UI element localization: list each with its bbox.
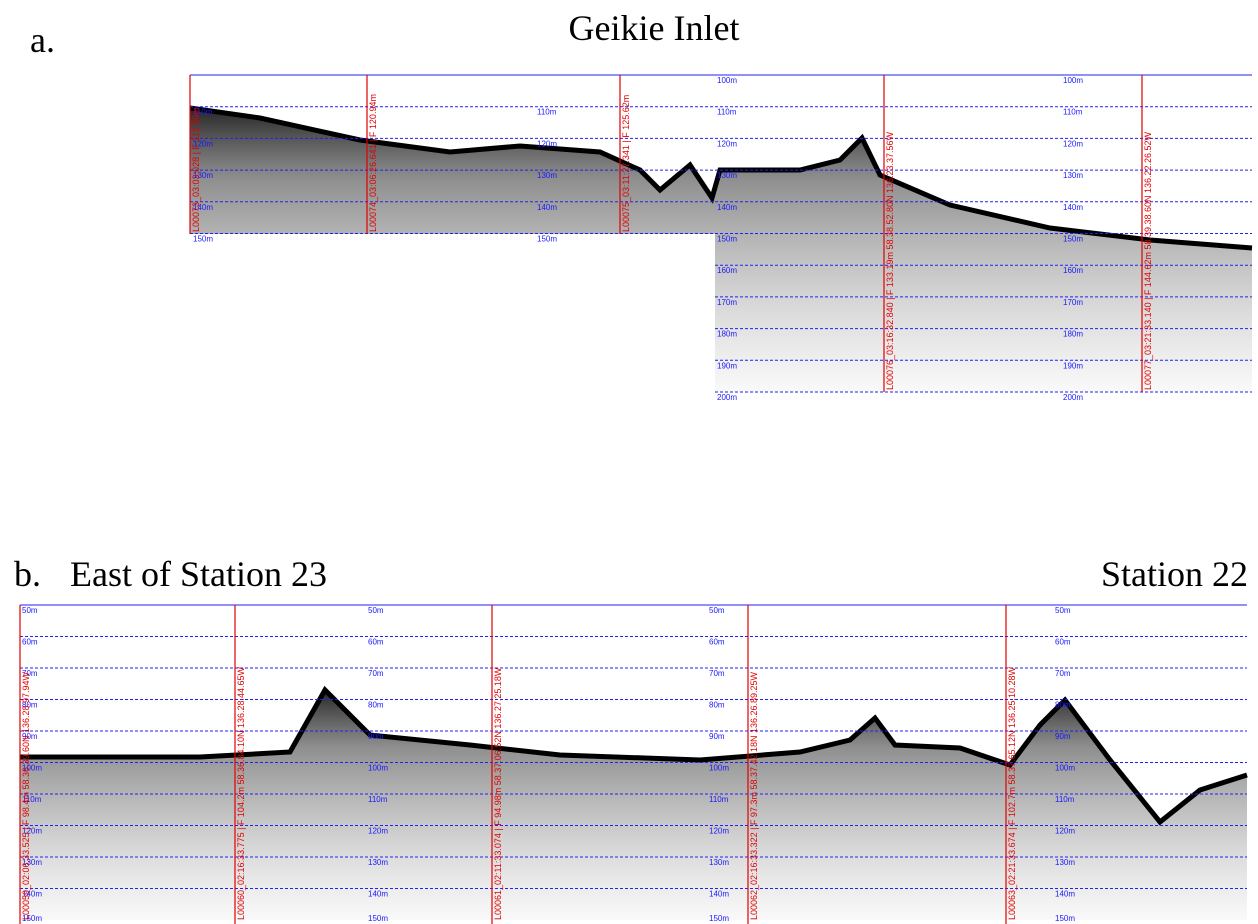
depth-label: 150m bbox=[709, 914, 729, 923]
seabed bbox=[20, 685, 1248, 826]
depth-label: 160m bbox=[1063, 266, 1083, 275]
depth-label: 140m bbox=[709, 890, 729, 899]
depth-label: 120m bbox=[1055, 827, 1075, 836]
depth-label: 80m bbox=[368, 701, 384, 710]
depth-label: 80m bbox=[709, 701, 725, 710]
fix-label: L00062_02:16:33.322 | F 97.3m 58.37.42.1… bbox=[749, 671, 759, 920]
fix-label: L00073_03:03:028 | F 113.59m bbox=[191, 107, 201, 232]
fix-label: L00074_03:06:26.641 | F 120.94m bbox=[368, 94, 378, 232]
depth-label: 140m bbox=[717, 203, 737, 212]
depth-label: 180m bbox=[1063, 330, 1083, 339]
depth-label: 110m bbox=[709, 795, 729, 804]
depth-label: 170m bbox=[717, 298, 737, 307]
fix-label: L00060_02:16:33.775 | F 104.2m 58.36.84.… bbox=[236, 666, 246, 920]
depth-label: 110m bbox=[193, 108, 213, 117]
depth-label: 70m bbox=[709, 669, 725, 678]
depth-label: 110m bbox=[537, 108, 557, 117]
depth-label: 150m bbox=[22, 914, 42, 923]
depth-label: 170m bbox=[1063, 298, 1083, 307]
depth-label: 160m bbox=[717, 266, 737, 275]
depth-label: 70m bbox=[1055, 669, 1071, 678]
depth-label: 110m bbox=[717, 108, 737, 117]
fix-label: L00075_03:11:27.341 | F 125.62m bbox=[621, 95, 631, 232]
depth-label: 80m bbox=[1055, 701, 1071, 710]
depth-label: 140m bbox=[1055, 890, 1075, 899]
depth-label: 200m bbox=[717, 393, 737, 402]
depth-label: 110m bbox=[22, 795, 42, 804]
depth-label: 50m bbox=[1055, 606, 1071, 615]
depth-label: 130m bbox=[1055, 858, 1075, 867]
depth-label: 120m bbox=[368, 827, 388, 836]
depth-label: 100m bbox=[368, 764, 388, 773]
depth-label: 130m bbox=[1063, 171, 1083, 180]
depth-label: 60m bbox=[1055, 638, 1071, 647]
depth-label: 70m bbox=[368, 669, 384, 678]
depth-label: 200m bbox=[1063, 393, 1083, 402]
depth-label: 100m bbox=[22, 764, 42, 773]
depth-label: 120m bbox=[193, 139, 213, 148]
depth-label: 60m bbox=[709, 638, 725, 647]
depth-label: 50m bbox=[709, 606, 725, 615]
depth-label: 150m bbox=[1063, 235, 1083, 244]
depth-label: 120m bbox=[1063, 139, 1083, 148]
depth-label: 140m bbox=[537, 203, 557, 212]
depth-label: 110m bbox=[368, 795, 388, 804]
depth-label: 50m bbox=[368, 606, 384, 615]
depth-label: 150m bbox=[1055, 914, 1075, 923]
depth-label: 130m bbox=[717, 171, 737, 180]
fix-label: L00077_03:21:33.140 | F 144.62m 58.39.38… bbox=[1143, 131, 1153, 390]
panel-title: Station 22 bbox=[1101, 554, 1248, 594]
sonar-profile bbox=[190, 108, 1252, 392]
depth-label: 150m bbox=[717, 235, 737, 244]
depth-label: 90m bbox=[709, 732, 725, 741]
panel-title: Geikie Inlet bbox=[569, 8, 740, 48]
depth-label: 110m bbox=[1055, 795, 1075, 804]
depth-label: 140m bbox=[22, 890, 42, 899]
depth-label: 120m bbox=[717, 139, 737, 148]
depth-label: 100m bbox=[1055, 764, 1075, 773]
depth-label: 60m bbox=[22, 638, 38, 647]
depth-label: 130m bbox=[709, 858, 729, 867]
fix-label: L00063_02:21:33.674 | F 102.7m 58.37.65.… bbox=[1007, 666, 1017, 920]
depth-label: 190m bbox=[717, 361, 737, 370]
depth-label: 140m bbox=[1063, 203, 1083, 212]
depth-label: 60m bbox=[368, 638, 384, 647]
seabed bbox=[189, 105, 1253, 251]
depth-label: 120m bbox=[22, 827, 42, 836]
depth-label: 90m bbox=[1055, 732, 1071, 741]
depth-label: 100m bbox=[1063, 76, 1083, 85]
depth-label: 150m bbox=[537, 235, 557, 244]
depth-label: 100m bbox=[709, 764, 729, 773]
depth-label: 120m bbox=[709, 827, 729, 836]
panel-letter: a. bbox=[30, 20, 55, 60]
sonar-profile bbox=[20, 690, 1247, 920]
depth-label: 130m bbox=[537, 171, 557, 180]
panel-title: East of Station 23 bbox=[70, 554, 327, 594]
depth-label: 190m bbox=[1063, 361, 1083, 370]
depth-label: 140m bbox=[368, 890, 388, 899]
depth-label: 90m bbox=[22, 732, 38, 741]
depth-label: 100m bbox=[717, 76, 737, 85]
panel-letter: b. bbox=[14, 554, 41, 594]
fix-label: L00076_03:16:32.840 | F 133.19m 58.38.52… bbox=[885, 131, 895, 390]
depth-label: 110m bbox=[1063, 108, 1083, 117]
depth-label: 90m bbox=[368, 732, 384, 741]
depth-label: 80m bbox=[22, 701, 38, 710]
depth-label: 130m bbox=[193, 171, 213, 180]
depth-label: 150m bbox=[193, 235, 213, 244]
depth-label: 130m bbox=[368, 858, 388, 867]
depth-label: 150m bbox=[368, 914, 388, 923]
depth-label: 50m bbox=[22, 606, 38, 615]
depth-label: 130m bbox=[22, 858, 42, 867]
depth-label: 180m bbox=[717, 330, 737, 339]
depth-label: 70m bbox=[22, 669, 38, 678]
depth-label: 140m bbox=[193, 203, 213, 212]
fix-label: L00059_02:06:33.525 | F 98.4m 58.36.39.6… bbox=[21, 671, 31, 920]
fix-label: L00061_02:11:33.074 | F 94.98m 58.37.06.… bbox=[493, 667, 503, 920]
depth-label: 120m bbox=[537, 139, 557, 148]
